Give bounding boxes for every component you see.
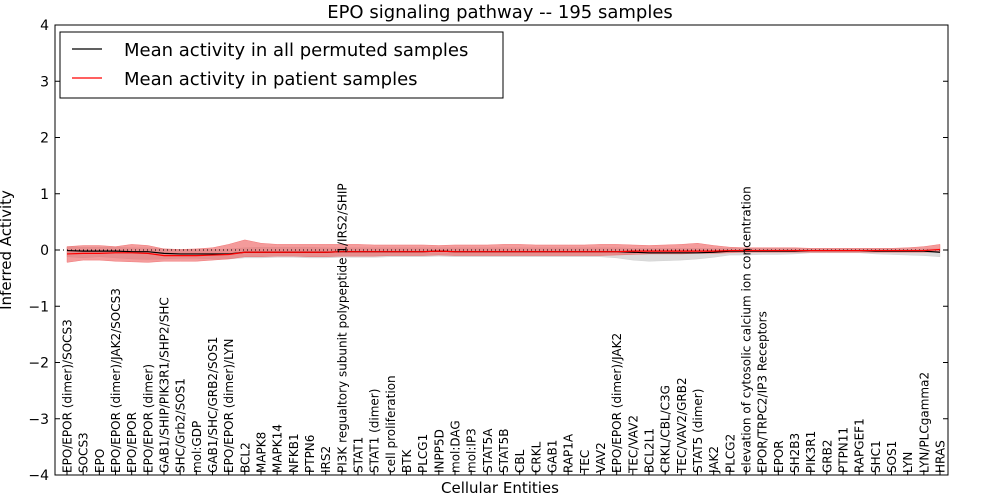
x-category-label: MAPK14 bbox=[271, 424, 285, 473]
x-category-label: INPP5D bbox=[432, 429, 446, 473]
x-category-label: BTK bbox=[400, 448, 414, 473]
x-category-label: TEC/VAV2 bbox=[626, 415, 640, 474]
x-category-label: STAT5A bbox=[481, 428, 495, 473]
x-category-label: LYN bbox=[901, 452, 915, 473]
x-category-label: GAB1/SHIP/PIK3R1/SHP2/SHC bbox=[158, 297, 172, 473]
x-category-label: TEC/VAV2/GRB2 bbox=[675, 377, 689, 474]
x-category-label: LYN/PLCgamma2 bbox=[917, 372, 931, 473]
series-lines bbox=[66, 248, 941, 257]
x-axis-label: Cellular Entities bbox=[441, 479, 559, 497]
x-category-label: EPO/EPOR bbox=[125, 412, 139, 473]
x-category-label: EPO bbox=[93, 449, 107, 473]
y-tick-label: 3 bbox=[40, 74, 49, 90]
x-category-label: PI3K regualtory subunit polypeptide 1/IR… bbox=[335, 183, 349, 473]
x-category-label: JAK2 bbox=[707, 446, 721, 474]
x-category-label: CBL bbox=[513, 449, 527, 473]
y-tick-label: 2 bbox=[40, 131, 49, 147]
x-category-label: EPO/EPOR (dimer)/JAK2 bbox=[610, 333, 624, 473]
x-category-label: SH2B3 bbox=[788, 433, 802, 473]
legend-label-permuted: Mean activity in all permuted samples bbox=[124, 40, 468, 61]
x-category-label: EPO/EPOR (dimer)/LYN bbox=[222, 339, 236, 473]
x-category-label: PIK3R1 bbox=[804, 431, 818, 473]
x-category-label: SHC1 bbox=[869, 440, 883, 473]
y-tick-label: −4 bbox=[28, 468, 49, 484]
y-tick-label: −2 bbox=[28, 356, 49, 372]
x-category-label: HRAS bbox=[934, 440, 948, 473]
x-category-label: IRS2 bbox=[319, 446, 333, 473]
x-category-label: MAPK8 bbox=[255, 432, 269, 473]
x-category-label: EPO/EPOR (dimer) bbox=[141, 364, 155, 473]
y-axis-label: Inferred Activity bbox=[0, 190, 15, 310]
x-category-label: SOCS3 bbox=[77, 432, 91, 473]
y-axis-ticks: −4 −3 −2 −1 0 1 2 3 4 bbox=[28, 18, 948, 484]
legend: Mean activity in all permuted samples Me… bbox=[59, 31, 504, 99]
x-category-label: STAT5 (dimer) bbox=[691, 389, 705, 473]
x-category-label: STAT1 (dimer) bbox=[368, 389, 382, 473]
x-category-label: EPOR bbox=[772, 440, 786, 473]
x-category-label: GRB2 bbox=[820, 439, 834, 473]
x-category-label: STAT1 bbox=[352, 437, 366, 473]
x-category-label: CRKL bbox=[529, 441, 543, 473]
y-tick-label: −3 bbox=[28, 412, 49, 428]
x-category-label: BCL2 bbox=[238, 442, 252, 473]
x-category-label: mol:GDP bbox=[190, 421, 204, 473]
x-category-label: EPO/EPOR (dimer)/SOCS3 bbox=[61, 319, 75, 473]
legend-label-patient: Mean activity in patient samples bbox=[124, 69, 418, 90]
x-category-label: mol:DAG bbox=[449, 420, 463, 473]
legend-box bbox=[59, 31, 504, 99]
x-category-label: RAPGEF1 bbox=[853, 418, 867, 473]
x-category-label: GAB1/SHC/GRB2/SOS1 bbox=[206, 337, 220, 473]
x-category-label: elevation of cytosolic calcium ion conce… bbox=[740, 186, 754, 473]
series-line-patient bbox=[66, 248, 941, 257]
x-category-label: RAP1A bbox=[562, 433, 576, 473]
x-category-label: PTPN11 bbox=[837, 427, 851, 473]
x-category-label: cell proliferation bbox=[384, 375, 398, 473]
x-category-label: TEC bbox=[578, 450, 592, 474]
x-category-label: NFKB1 bbox=[287, 433, 301, 473]
x-category-label: PTPN6 bbox=[303, 435, 317, 473]
x-category-label: PLCG2 bbox=[723, 434, 737, 473]
x-category-label: BCL2L1 bbox=[643, 428, 657, 473]
x-category-label: SOS1 bbox=[885, 441, 899, 473]
x-category-label: VAV2 bbox=[594, 442, 608, 473]
x-category-label: CRKL/CBL/C3G bbox=[659, 385, 673, 473]
x-category-label: SHC/Grb2/SOS1 bbox=[174, 378, 188, 473]
y-tick-label: 4 bbox=[40, 18, 49, 34]
x-category-label: STAT5B bbox=[497, 429, 511, 474]
x-category-label: mol:IP3 bbox=[465, 428, 479, 473]
x-category-label: GAB1 bbox=[546, 440, 560, 473]
x-category-label: EPO/EPOR (dimer)/JAK2/SOCS3 bbox=[109, 288, 123, 473]
chart-title: EPO signaling pathway -- 195 samples bbox=[327, 2, 673, 23]
y-tick-label: 0 bbox=[40, 243, 49, 259]
y-tick-label: −1 bbox=[28, 299, 49, 315]
x-category-label: EPOR/TRPC2/IP3 Receptors bbox=[756, 311, 770, 473]
x-axis-category-labels: EPO/EPOR (dimer)/SOCS3 SOCS3 EPO EPO/EPOR (… bbox=[61, 183, 948, 475]
x-category-label: PLCG1 bbox=[416, 434, 430, 473]
y-tick-label: 1 bbox=[40, 187, 49, 203]
